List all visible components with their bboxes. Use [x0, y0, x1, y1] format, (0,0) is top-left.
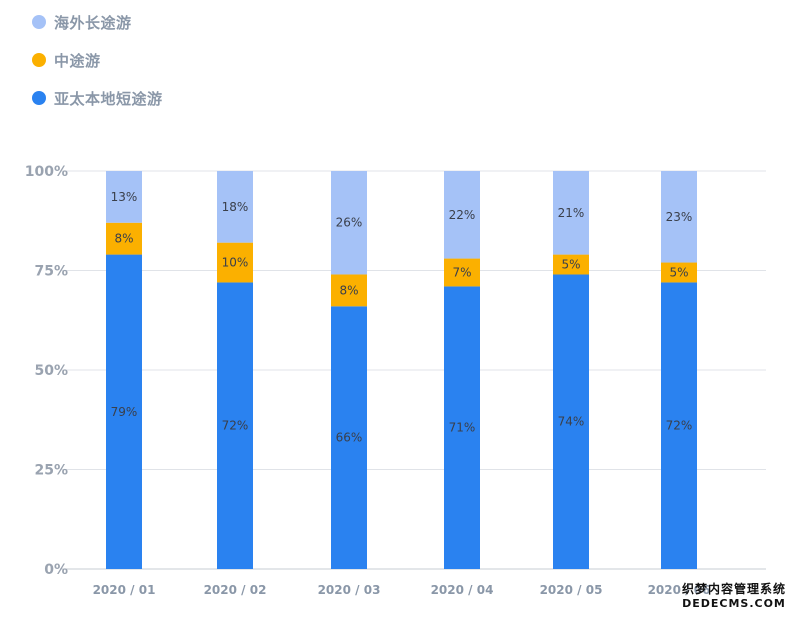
- watermark-line1: 织梦内容管理系统: [681, 582, 786, 596]
- data-label: 13%: [111, 190, 138, 204]
- y-tick-label: 25%: [34, 463, 68, 479]
- data-label: 72%: [222, 419, 249, 433]
- data-label: 18%: [222, 200, 249, 214]
- y-tick-label: 100%: [25, 164, 68, 180]
- x-tick-label: 2020 / 02: [204, 583, 267, 597]
- x-tick-label: 2020 / 05: [540, 583, 603, 597]
- data-label: 23%: [666, 210, 693, 224]
- bar-segment: [553, 254, 589, 275]
- data-label: 8%: [339, 283, 358, 297]
- legend-item-short-haul[interactable]: 亚太本地短途游: [32, 88, 163, 108]
- bar-segment: [106, 222, 142, 255]
- data-label: 22%: [449, 208, 476, 222]
- chart-legend: 海外长途游 中途游 亚太本地短途游: [32, 12, 163, 126]
- data-label: 7%: [452, 265, 471, 279]
- data-label: 21%: [558, 206, 585, 220]
- watermark-line2: DEDECMS.COM: [682, 597, 786, 610]
- legend-marker-mid-haul: [32, 53, 46, 67]
- x-tick-label: 2020 / 06: [648, 583, 711, 597]
- data-label: 26%: [336, 216, 363, 230]
- bar-segment: [331, 306, 367, 569]
- bar-segment: [444, 258, 480, 287]
- data-label: 79%: [111, 405, 138, 419]
- bar-segment: [661, 171, 697, 263]
- bar-segment: [217, 282, 253, 569]
- x-tick-label: 2020 / 03: [318, 583, 381, 597]
- watermark: 织梦内容管理系统 DEDECMS.COM: [682, 580, 786, 610]
- data-label: 5%: [561, 258, 580, 272]
- bar-segment: [661, 262, 697, 283]
- bar-segment: [331, 274, 367, 307]
- legend-label-short-haul: 亚太本地短途游: [54, 89, 163, 108]
- bar-segment: [553, 171, 589, 255]
- bar-segment: [217, 242, 253, 283]
- data-label: 10%: [222, 256, 249, 270]
- legend-label-long-haul: 海外长途游: [54, 13, 132, 32]
- legend-item-mid-haul[interactable]: 中途游: [32, 50, 163, 70]
- data-label: 8%: [114, 232, 133, 246]
- legend-item-long-haul[interactable]: 海外长途游: [32, 12, 163, 32]
- legend-marker-short-haul: [32, 91, 46, 105]
- legend-label-mid-haul: 中途游: [54, 51, 101, 70]
- bar-segment: [331, 171, 367, 275]
- data-label: 72%: [666, 419, 693, 433]
- data-label: 5%: [669, 265, 688, 279]
- data-label: 74%: [558, 415, 585, 429]
- bar-segment: [661, 282, 697, 569]
- bar-segment: [106, 254, 142, 569]
- legend-marker-long-haul: [32, 15, 46, 29]
- x-tick-label: 2020 / 01: [93, 583, 156, 597]
- y-tick-label: 75%: [34, 264, 68, 280]
- bar-segment: [553, 274, 589, 569]
- data-label: 66%: [336, 431, 363, 445]
- bar-segment: [444, 171, 480, 259]
- bar-segment: [106, 171, 142, 223]
- y-tick-label: 0%: [44, 562, 68, 578]
- x-tick-label: 2020 / 04: [431, 583, 494, 597]
- data-label: 71%: [449, 421, 476, 435]
- bar-segment: [217, 171, 253, 243]
- bar-segment: [444, 286, 480, 569]
- y-tick-label: 50%: [34, 363, 68, 379]
